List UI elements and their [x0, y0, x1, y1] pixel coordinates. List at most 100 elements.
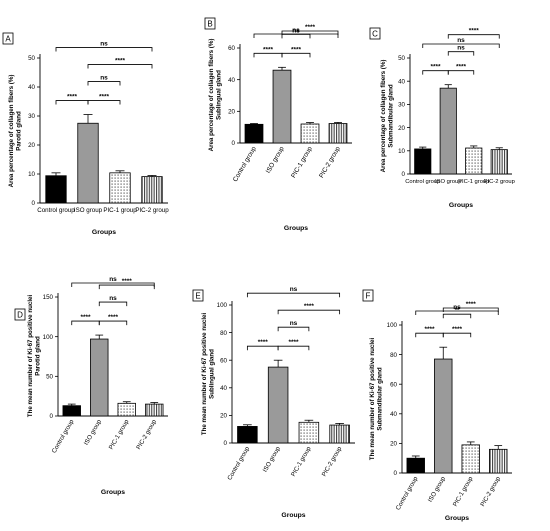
bar-iso: [77, 122, 99, 204]
x-tick-label: PIC-1 group: [290, 145, 314, 179]
significance-label: ****: [263, 46, 274, 53]
significance-bracket: [98, 320, 128, 326]
panel-label: D: [17, 311, 23, 320]
significance-bracket: [281, 30, 339, 35]
x-tick-label: ISO group: [262, 445, 282, 473]
panel-a: A 0 10 20 30 40 50 Control group ISO group PIC-1…: [2, 32, 169, 236]
bar-control: [414, 148, 432, 175]
y-axis-title-line: Submandibular gland: [388, 84, 395, 147]
significance-bracket: [87, 100, 121, 105]
y-axis-title: The mean number of Ki-67 positive nuclei…: [201, 313, 216, 436]
x-tick-label: PIC-2 group: [484, 179, 515, 185]
significance-bracket: [281, 33, 311, 39]
significance-label: ****: [122, 278, 133, 285]
y-tick-label: 50: [28, 55, 35, 62]
bar-iso: [439, 87, 457, 175]
significance-bracket: [253, 33, 339, 38]
y-tick-label: 40: [220, 385, 227, 392]
panel-label: C: [372, 30, 378, 39]
significance-bracket: [447, 51, 475, 56]
significance-label: ns: [290, 286, 298, 293]
significance-bracket: [415, 332, 444, 338]
significance-label: ns: [457, 37, 465, 44]
significance-label: ****: [108, 314, 119, 321]
y-tick-label: 40: [390, 411, 397, 418]
bar-pic-1: [298, 421, 320, 444]
y-axis-title-line: The mean number of Ki-67 positive nuclei: [27, 295, 34, 418]
x-tick-label: PIC-1 group: [458, 179, 489, 185]
bar-iso: [90, 338, 109, 417]
significance-bracket: [98, 284, 155, 290]
significance-bracket: [442, 332, 472, 338]
y-tick-label: 50: [398, 55, 405, 62]
y-axis-title: Area percentage of collagen fibers (%)Pa…: [8, 75, 23, 188]
y-tick-label: 0: [394, 470, 398, 477]
y-axis-title-line: The mean number of Ki-67 positive nuclei: [369, 338, 376, 461]
x-tick-label: ISO group: [435, 179, 461, 185]
chart-b: 0 20 40 60 Control group ISO group PIC-1 group…: [208, 24, 352, 232]
y-tick-label: 0: [224, 440, 228, 447]
panel-label: B: [207, 20, 212, 29]
y-axis-title-line: Parotid gland: [16, 111, 23, 151]
y-tick-label: 80: [390, 352, 397, 359]
y-axis-title-line: Sublingual gland: [209, 349, 216, 399]
y-tick-label: 20: [398, 125, 405, 132]
significance-bracket: [71, 320, 100, 326]
chart-d: 0 50 100 150 Control group ISO group PIC-1 gro…: [27, 276, 168, 496]
significance-bracket: [55, 47, 153, 52]
bar-pic-1: [300, 123, 320, 144]
y-axis-title-line: Parotid gland: [35, 336, 42, 376]
significance-bracket: [442, 307, 499, 312]
significance-bracket: [422, 70, 449, 75]
significance-label: ****: [456, 64, 467, 71]
bar-pic-2: [490, 149, 508, 175]
significance-label: ns: [290, 320, 298, 327]
bar-pic-2: [329, 424, 350, 444]
significance-label: ****: [424, 326, 435, 333]
y-tick-label: 80: [220, 330, 227, 337]
panel-label-box: [362, 289, 374, 302]
significance-label: ns: [109, 276, 117, 283]
bar-iso: [434, 358, 453, 474]
panel-b: B 0 20 40 60 Control group ISO group PIC-1 gro…: [204, 17, 352, 232]
y-axis-title-line: Area percentage of collagen fibers (%): [208, 39, 215, 152]
bar-pic-2: [489, 448, 508, 474]
y-tick-label: 20: [390, 441, 397, 448]
significance-label: ****: [288, 339, 299, 346]
bar-pic-1: [465, 147, 483, 175]
bar-pic-2: [141, 176, 163, 204]
y-tick-label: 0: [32, 200, 36, 207]
x-tick-label: PIC-2 group: [318, 145, 342, 179]
y-axis-title-line: Area percentage of collagen fibers (%): [380, 60, 387, 173]
y-tick-label: 40: [228, 77, 235, 84]
x-axis-title: Groups: [92, 229, 116, 236]
panel-label-box: [192, 289, 204, 302]
y-tick-label: 100: [217, 302, 228, 309]
x-tick-label: PIC-1 group: [103, 207, 137, 214]
significance-label: ****: [305, 24, 316, 31]
significance-bracket: [55, 100, 89, 105]
x-tick-label: ISO group: [83, 418, 103, 446]
panel-label-box: [14, 308, 26, 321]
x-axis-title: Groups: [445, 515, 469, 522]
chart-f: 0 20 40 60 80 100 Control group ISO group PIC-1 …: [369, 301, 512, 522]
y-tick-label: 100: [387, 322, 398, 329]
x-axis-title: Groups: [449, 202, 473, 209]
x-tick-label: PIC-1 group: [108, 418, 131, 451]
significance-bracket: [246, 292, 341, 298]
significance-bracket: [277, 309, 341, 315]
y-tick-label: 50: [46, 374, 53, 381]
x-tick-label: PIC-1 group: [452, 475, 475, 508]
y-tick-label: 30: [398, 102, 405, 109]
x-axis-title: Groups: [284, 225, 308, 232]
y-tick-label: 0: [232, 140, 236, 147]
significance-label: ns: [109, 295, 117, 302]
x-tick-label: PIC-2 group: [135, 207, 169, 214]
x-tick-label: ISO group: [427, 475, 447, 503]
significance-bracket: [253, 52, 283, 58]
x-tick-label: PIC-2 group: [321, 445, 344, 478]
significance-label: ****: [115, 58, 126, 65]
bar-iso: [267, 366, 289, 444]
